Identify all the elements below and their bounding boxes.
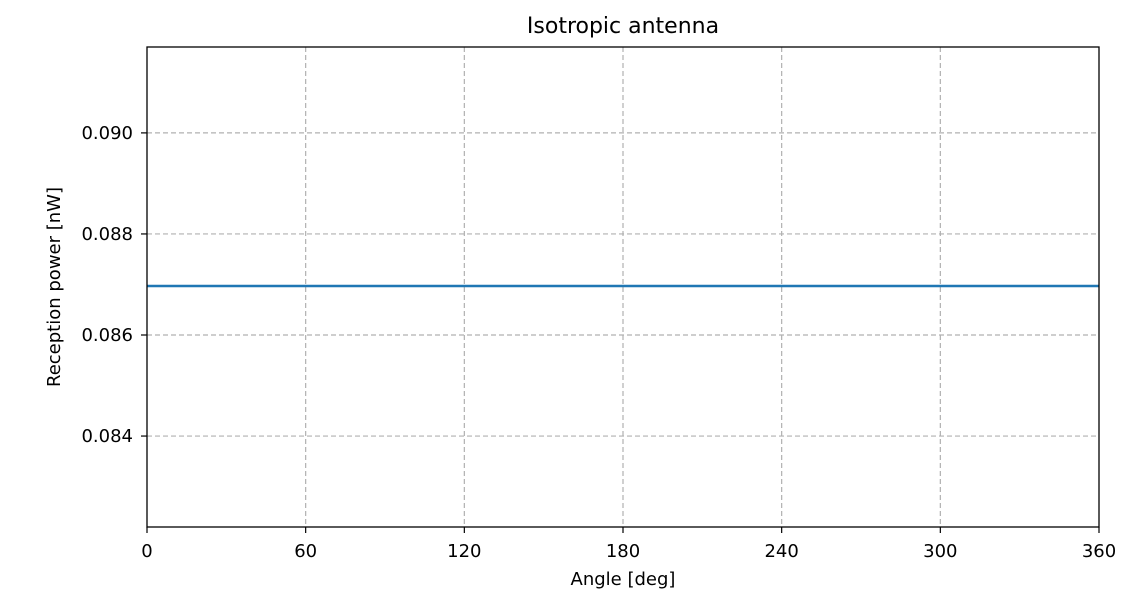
- y-axis-label: Reception power [nW]: [44, 187, 65, 387]
- y-tick-label: 0.088: [81, 224, 133, 245]
- x-tick-label: 360: [1082, 541, 1116, 562]
- x-tick-label: 120: [447, 541, 481, 562]
- x-tick-label: 300: [923, 541, 957, 562]
- x-axis-label: Angle [deg]: [571, 569, 676, 590]
- y-tick-label: 0.090: [81, 123, 133, 144]
- y-tick-label: 0.086: [81, 325, 133, 346]
- x-tick-label: 180: [606, 541, 640, 562]
- chart-title: Isotropic antenna: [527, 14, 719, 39]
- y-axis-ticks: 0.084 0.086 0.088 0.090: [81, 123, 147, 447]
- x-tick-label: 240: [764, 541, 798, 562]
- x-tick-label: 60: [294, 541, 317, 562]
- y-tick-label: 0.084: [81, 426, 133, 447]
- x-tick-label: 0: [141, 541, 152, 562]
- x-axis-ticks: 0 60 120 180 240 300 360: [141, 527, 1116, 562]
